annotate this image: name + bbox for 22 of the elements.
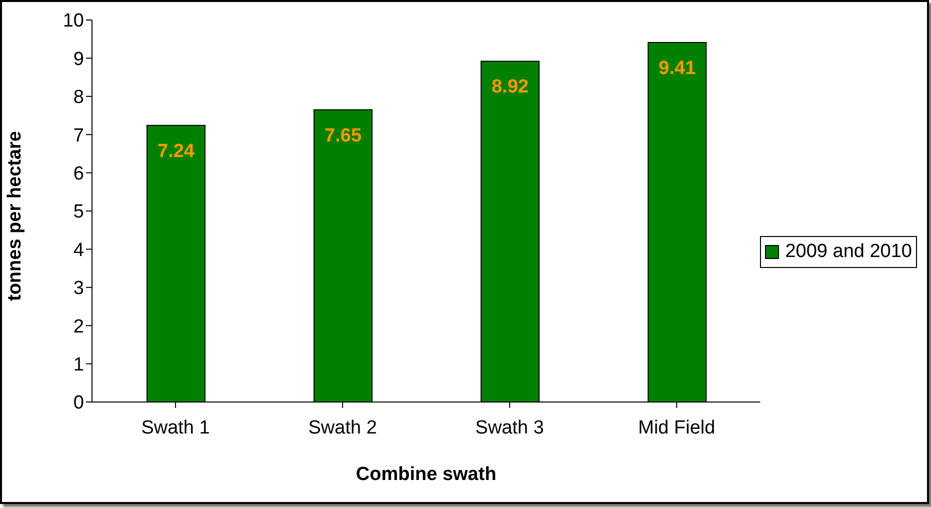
y-tick-label: 7: [73, 125, 84, 146]
data-label: 7.24: [158, 140, 195, 162]
x-axis-title: Combine swath: [356, 464, 496, 485]
data-label: 7.65: [324, 125, 362, 146]
x-tick-label: Swath 2: [308, 417, 377, 438]
legend-label: 2009 and 2010: [785, 241, 912, 263]
x-tick-label: Swath 1: [141, 417, 210, 438]
x-tick-label: Mid Field: [638, 417, 716, 438]
y-tick-label: 4: [73, 240, 84, 261]
y-tick-label: 8: [73, 87, 84, 108]
y-tick-label: 9: [73, 48, 84, 70]
y-tick-label: 1: [73, 354, 84, 376]
y-tick-label: 0: [73, 392, 84, 414]
y-tick-label: 6: [73, 164, 84, 185]
data-label: 8.92: [492, 76, 529, 98]
y-tick-label: 10: [62, 10, 84, 32]
y-axis-title: tonnes per hectare: [4, 131, 26, 301]
y-tick-label: 2: [73, 316, 84, 338]
y-tick-label: 5: [73, 202, 84, 223]
y-tick-label: 3: [73, 278, 84, 300]
data-label: 9.41: [658, 58, 696, 80]
x-tick-label: Swath 3: [475, 417, 544, 438]
